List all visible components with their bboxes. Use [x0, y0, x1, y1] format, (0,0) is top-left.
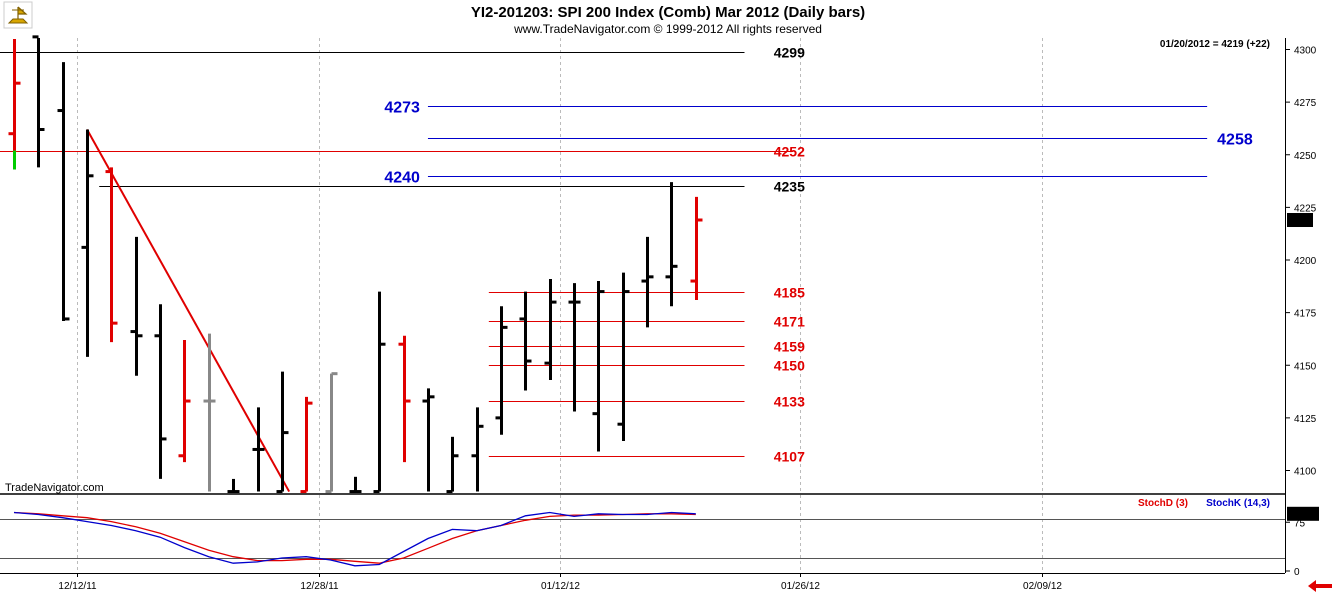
- x-tick-label: 01/12/12: [541, 581, 580, 592]
- ohlc-bar: [446, 436, 459, 494]
- ohlc-bar: [568, 283, 581, 412]
- level-label: 4258: [1217, 132, 1253, 149]
- level-label: 4252: [774, 144, 805, 160]
- stochastic-legend: StochD (3) StochK (14,3): [1138, 498, 1270, 509]
- ohlc-bar: [373, 291, 386, 494]
- price-y-axis: 4100 4125 4150 4175 4200 4225 4250 4275 4300 4219: [1285, 46, 1317, 478]
- x-tick-label: 01/26/12: [781, 581, 820, 592]
- ohlc-bar: [81, 129, 94, 357]
- ohlc-bar: [227, 478, 240, 494]
- legend-stochd: StochD (3): [1138, 498, 1188, 509]
- y-tick-label: 4100: [1294, 467, 1317, 478]
- stoch-tick-label: 0: [1294, 567, 1300, 578]
- y-tick-label: 4175: [1294, 309, 1317, 320]
- x-tick-label: 12/28/11: [300, 581, 339, 592]
- scroll-left-arrow-icon[interactable]: [1306, 579, 1334, 593]
- ohlc-bar: [154, 304, 167, 479]
- ohlc-bar: [203, 333, 216, 492]
- current-price-box: [1287, 213, 1313, 228]
- stoch-tick-label: 75: [1294, 518, 1306, 529]
- ohlc-bar: [422, 388, 435, 492]
- price-levels: [0, 52, 1208, 457]
- y-tick-label: 4150: [1294, 361, 1317, 372]
- ohlc-bar: [617, 272, 630, 442]
- stoch-value-box: [1287, 506, 1319, 521]
- level-label: 4159: [774, 339, 805, 355]
- ohlc-bar: [641, 236, 654, 328]
- y-tick-label: 4200: [1294, 256, 1317, 267]
- x-tick-label: 02/09/12: [1023, 581, 1062, 592]
- stoch-value-label: 86.53: [1289, 510, 1314, 521]
- current-price-label: 4219: [1289, 216, 1312, 227]
- ohlc-bar: [690, 196, 703, 300]
- ohlc-bar: [130, 236, 143, 376]
- ohlc-bar: [325, 372, 338, 494]
- ohlc-bar: [471, 407, 484, 492]
- ohlc-bar: [105, 167, 118, 343]
- x-tick-label: 12/12/11: [58, 581, 97, 592]
- stoch-series-line: [13, 511, 696, 567]
- ohlc-bar: [300, 396, 313, 494]
- ohlc-bar: [8, 38, 21, 170]
- stochastic-lines: [13, 511, 696, 567]
- ohlc-bar: [592, 281, 605, 452]
- level-label: 4273: [384, 100, 420, 117]
- watermark: TradeNavigator.com: [5, 482, 104, 494]
- chart-subtitle: www.TradeNavigator.com © 1999-2012 All r…: [513, 22, 822, 36]
- ohlc-bar: [276, 371, 289, 494]
- ohlc-bar: [519, 291, 532, 391]
- level-label: 4150: [774, 358, 805, 374]
- chart-title: YI2-201203: SPI 200 Index (Comb) Mar 201…: [471, 4, 865, 21]
- ohlc-bar: [57, 62, 70, 322]
- last-value-label: 01/20/2012 = 4219 (+22): [1160, 39, 1270, 50]
- level-label: 4235: [774, 179, 805, 195]
- level-label: 4171: [774, 314, 805, 330]
- price-trendline: [86, 129, 291, 493]
- stochastic-pane-background: [0, 495, 1285, 573]
- level-label: 4185: [774, 285, 805, 301]
- ohlc-bar: [495, 306, 508, 435]
- ohlc-bar: [665, 182, 678, 307]
- level-label: 4299: [774, 45, 805, 61]
- price-bars: [8, 35, 703, 494]
- date-x-axis: 12/12/11 12/28/11 01/12/12 01/26/12 02/09/12: [58, 573, 1062, 592]
- ohlc-bar: [252, 407, 265, 492]
- y-tick-label: 4300: [1294, 46, 1317, 57]
- trendline: [86, 129, 291, 493]
- level-label: 4133: [774, 394, 805, 410]
- ohlc-bar: [398, 335, 411, 463]
- price-grid: [77, 38, 1043, 493]
- legend-stochk: StochK (14,3): [1206, 498, 1270, 509]
- y-tick-label: 4275: [1294, 98, 1317, 109]
- stochastic-pane: StochD (3) StochK (14,3): [0, 495, 1285, 573]
- logo-icon: [3, 1, 33, 29]
- y-tick-label: 4250: [1294, 151, 1317, 162]
- price-pane-background: [0, 38, 1285, 493]
- y-tick-label: 4125: [1294, 414, 1317, 425]
- ohlc-bar: [178, 339, 191, 463]
- level-label: 4107: [774, 449, 805, 465]
- y-tick-label: 4225: [1294, 203, 1317, 214]
- level-label: 4240: [384, 170, 420, 187]
- price-level-labels: 4299 4273 4258 4252 4240 4235 4185 4171 4159 4150…: [384, 45, 1252, 465]
- ohlc-bar: [349, 476, 362, 494]
- ohlc-bar: [32, 35, 45, 168]
- ohlc-bar: [544, 278, 557, 380]
- price-pane: 4299 4273 4258 4252 4240 4235 4185 4171 4159 4150…: [0, 35, 1285, 494]
